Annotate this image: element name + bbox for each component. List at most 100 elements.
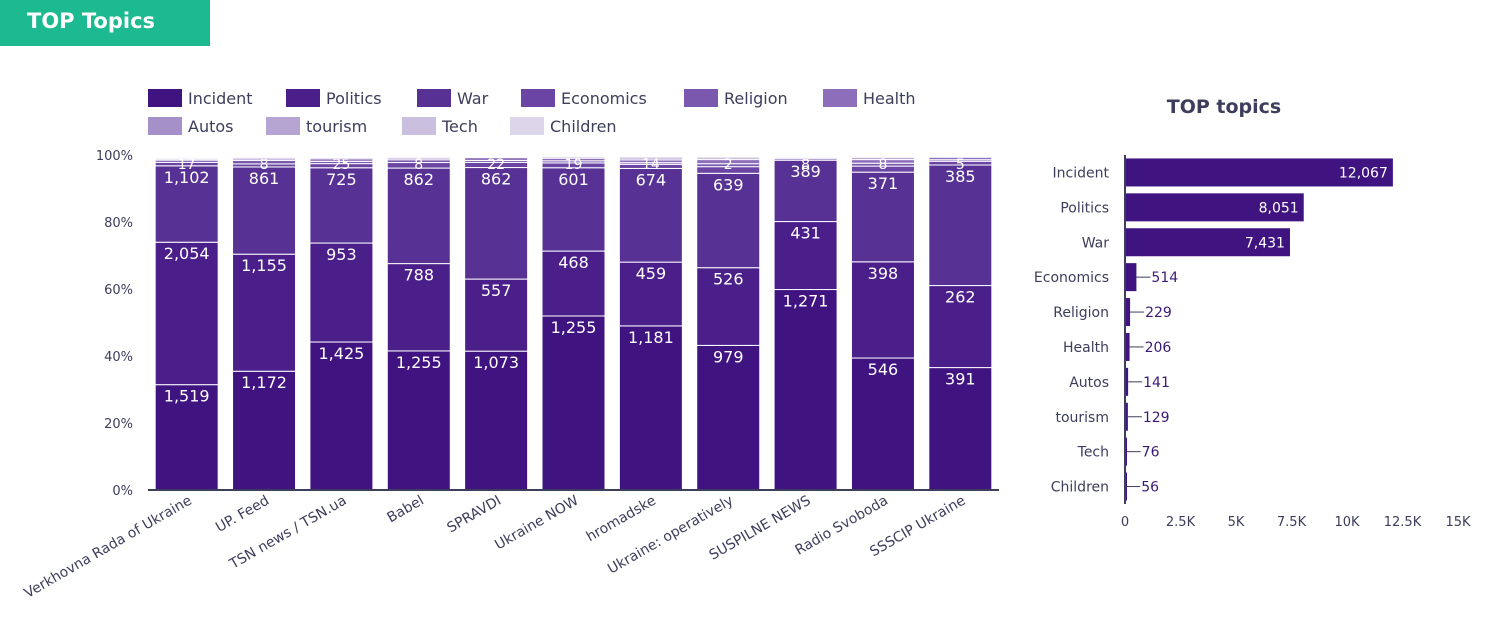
legend-swatch-tourism: [266, 117, 300, 135]
bar-segment-war: [309, 167, 374, 244]
x-category-label: SPRAVDI: [444, 493, 504, 537]
x-tick-label: 0: [1121, 515, 1129, 530]
data-label: 7,431: [1245, 235, 1285, 251]
data-label: 2: [724, 157, 733, 173]
hbar-autos: [1125, 367, 1129, 396]
legend-label-autos: Autos: [188, 117, 233, 136]
legend-swatch-religion: [684, 89, 718, 107]
bar-segment-politics: [928, 285, 993, 369]
data-label: 229: [1145, 305, 1172, 321]
data-label: 862: [481, 170, 512, 189]
bar-segment-incident: [850, 357, 915, 491]
bar-segment-politics: [541, 250, 606, 317]
bar-segment-politics: [773, 221, 838, 291]
bar-segment-war: [618, 167, 683, 263]
data-label: 2,054: [164, 244, 210, 263]
bar-segment-politics: [154, 241, 219, 386]
data-label: 1,155: [241, 256, 287, 275]
data-label: 979: [713, 347, 744, 366]
legend-swatch-incident: [148, 89, 182, 107]
data-label: 56: [1141, 480, 1159, 496]
data-label: 1,271: [783, 292, 829, 311]
y-tick-label: 100%: [96, 149, 133, 164]
data-label: 8: [801, 157, 810, 173]
data-label: 601: [558, 170, 589, 189]
hbar-incident: [1125, 158, 1393, 187]
legend-label-politics: Politics: [326, 89, 382, 108]
data-label: 14: [642, 157, 660, 173]
bar-segment-war: [386, 167, 451, 265]
data-label: 141: [1143, 375, 1170, 391]
page-title: TOP Topics: [0, 0, 210, 46]
legend-swatch-tech: [402, 117, 436, 135]
data-label: 206: [1145, 340, 1172, 356]
y-tick-label: 20%: [104, 417, 133, 432]
hbar-tourism: [1125, 402, 1128, 431]
data-label: 514: [1151, 270, 1178, 286]
bar-segment-children: [309, 154, 374, 157]
y-category-label: Health: [1063, 340, 1109, 356]
legend-label-war: War: [457, 89, 489, 108]
x-tick-label: 15K: [1445, 515, 1471, 530]
bar-segment-children: [232, 154, 297, 157]
data-label: 398: [868, 264, 899, 283]
bar-segment-politics: [464, 278, 529, 352]
x-tick-label: 5K: [1228, 515, 1245, 530]
data-label: 1,073: [473, 353, 519, 372]
data-label: 8: [414, 157, 423, 173]
x-category-label: Ukraine NOW: [492, 493, 581, 554]
hbar-religion: [1125, 298, 1131, 327]
x-tick-label: 7.5K: [1277, 515, 1307, 530]
data-label: 861: [249, 169, 280, 188]
bar-segment-incident: [773, 289, 838, 491]
legend-swatch-autos: [148, 117, 182, 135]
x-tick-label: 10K: [1334, 515, 1360, 530]
legend-swatch-children: [510, 117, 544, 135]
data-label: 371: [868, 174, 899, 193]
legend-label-tourism: tourism: [306, 117, 367, 136]
legend-label-economics: Economics: [561, 89, 647, 108]
bar-segment-incident: [386, 350, 451, 491]
bar-segment-war: [850, 171, 915, 263]
data-label: 1,172: [241, 373, 287, 392]
bar-segment-politics: [696, 267, 761, 346]
legend-swatch-politics: [286, 89, 320, 107]
x-category-label: Ukraine: operatively: [605, 493, 736, 578]
x-category-label: Babel: [384, 493, 426, 527]
data-label: 76: [1142, 445, 1160, 461]
data-label: 17: [178, 157, 196, 173]
bar-segment-incident: [309, 341, 374, 491]
bar-segment-war: [541, 167, 606, 252]
hbar-health: [1125, 332, 1130, 361]
y-tick-label: 0%: [112, 484, 133, 499]
data-label: 1,255: [396, 353, 442, 372]
data-label: 557: [481, 281, 512, 300]
data-label: 953: [326, 245, 357, 264]
hbar-war: [1125, 228, 1290, 257]
data-label: 459: [636, 264, 667, 283]
y-tick-label: 60%: [104, 283, 133, 298]
data-label: 725: [326, 170, 357, 189]
x-tick-label: 12.5K: [1384, 515, 1422, 530]
data-label: 1,255: [551, 318, 597, 337]
y-category-label: tourism: [1055, 410, 1109, 426]
data-label: 5: [956, 157, 965, 173]
bar-segment-war: [928, 164, 993, 287]
y-category-label: Politics: [1060, 200, 1109, 216]
data-label: 526: [713, 270, 744, 289]
data-label: 639: [713, 175, 744, 194]
data-label: 1,102: [164, 168, 210, 187]
x-category-label: Verkhovna Rada of Ukraine: [22, 493, 195, 602]
data-label: 19: [565, 157, 583, 173]
x-category-label: UP. Feed: [213, 493, 272, 536]
x-category-label: hromadske: [584, 493, 659, 546]
bar-segment-politics: [386, 263, 451, 352]
data-label: 12,067: [1339, 165, 1388, 181]
bar-segment-war: [154, 165, 219, 243]
y-category-label: Economics: [1034, 270, 1109, 286]
data-label: 385: [945, 167, 976, 186]
data-label: 1,425: [319, 344, 365, 363]
data-label: 431: [790, 224, 821, 243]
y-tick-label: 80%: [104, 216, 133, 231]
